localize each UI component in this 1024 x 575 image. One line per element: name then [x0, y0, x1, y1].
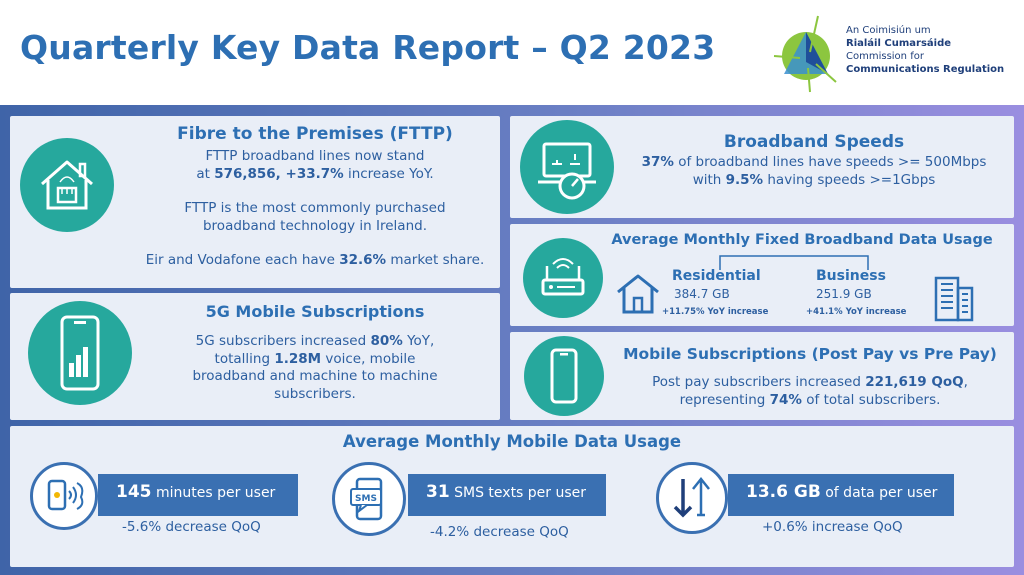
- phone-call-icon: [47, 479, 84, 511]
- postpay-share-value: 74%: [769, 391, 802, 408]
- fiveg-text: 5G subscribers increased 80% YoY, totall…: [140, 333, 490, 403]
- fiveg-line-2-suffix: voice, mobile: [321, 350, 416, 367]
- fttp-line-3: FTTP is the most commonly purchased: [184, 200, 446, 216]
- mobile-subs-line-2-suffix: of total subscribers.: [801, 391, 941, 408]
- minutes-change: -5.6% decrease QoQ: [122, 519, 261, 535]
- mobile-subs-text: Post pay subscribers increased 221,619 Q…: [606, 374, 1014, 409]
- data-value: 13.6 GB: [746, 482, 821, 502]
- fttp-share-value: 32.6%: [339, 252, 387, 268]
- fiveg-line-1-prefix: 5G subscribers increased: [195, 333, 371, 349]
- speeds-500-value: 37%: [641, 154, 674, 170]
- minutes-unit: minutes per user: [151, 485, 276, 501]
- residential-label: Residential: [672, 268, 761, 284]
- mobile-subs-icon-circle: [524, 336, 604, 416]
- usage-icon-circle: [523, 238, 603, 318]
- sms-icon-circle: SMS: [332, 462, 406, 536]
- sms-value: 31: [426, 482, 450, 502]
- logo-line-2: Rialáil Cumarsáide: [846, 38, 952, 49]
- mobile-subs-panel: Mobile Subscriptions (Post Pay vs Pre Pa…: [510, 332, 1014, 420]
- mobile-subs-line-1-prefix: Post pay subscribers increased: [652, 374, 866, 390]
- router-icon: [541, 258, 585, 296]
- speeds-title: Broadband Speeds: [723, 132, 905, 152]
- mobile-subs-line-1-suffix: ,: [963, 374, 968, 390]
- mobile-subs-title: Mobile Subscriptions (Post Pay vs Pre Pa…: [623, 345, 997, 363]
- fiveg-growth-value: 80%: [370, 333, 403, 349]
- fttp-line-5-suffix: market share.: [386, 252, 485, 268]
- usage-connector: [719, 255, 869, 270]
- speeds-gbps-value: 9.5%: [725, 171, 764, 188]
- sms-icon-label: SMS: [355, 494, 377, 504]
- speeds-panel: Broadband Speeds 37% of broadband lines …: [510, 116, 1014, 218]
- speeds-line-2-suffix: having speeds >=1Gbps: [763, 171, 936, 188]
- mobile-subs-line-2-prefix: representing: [679, 391, 770, 408]
- mobile-subs-line-2: representing 74% of total subscribers.: [606, 392, 1014, 410]
- fiveg-icon-circle: [28, 301, 132, 405]
- comreg-logo-mark-icon: [773, 15, 837, 93]
- smartphone-signal-icon: [60, 315, 100, 391]
- speeds-line-2: with 9.5% having speeds >=1Gbps: [614, 172, 1014, 190]
- fiveg-line-2-prefix: totalling: [214, 350, 275, 367]
- speeds-line-2-prefix: with: [692, 171, 726, 188]
- speeds-line-1-suffix: of broadband lines have speeds >= 500Mbp…: [673, 154, 987, 170]
- fttp-panel: Fibre to the Premises (FTTP) FTTP broadb…: [10, 116, 500, 288]
- fttp-line-2-prefix: at: [196, 165, 215, 182]
- mobile-subs-line-1: Post pay subscribers increased 221,619 Q…: [606, 374, 1014, 392]
- speeds-text: 37% of broadband lines have speeds >= 50…: [614, 154, 1014, 189]
- speeds-line-1: 37% of broadband lines have speeds >= 50…: [614, 154, 1014, 172]
- fiveg-line-1: 5G subscribers increased 80% YoY,: [140, 333, 490, 351]
- mobile-usage-title: Average Monthly Mobile Data Usage: [342, 432, 682, 451]
- logo-line-3: Commission for: [846, 51, 924, 62]
- business-value: 251.9 GB: [816, 287, 872, 301]
- fiveg-line-1-suffix: YoY,: [402, 333, 435, 349]
- house-router-icon: [41, 160, 93, 210]
- sms-icon: SMS: [350, 477, 383, 521]
- fttp-icon-circle: [20, 138, 114, 232]
- usage-title: Average Monthly Fixed Broadband Data Usa…: [611, 232, 993, 248]
- fttp-line-4: broadband technology in Ireland.: [202, 217, 427, 234]
- fiveg-line-2: totalling 1.28M voice, mobile: [140, 351, 490, 369]
- minutes-stat-bar: 145 minutes per user: [98, 474, 298, 516]
- data-unit: of data per user: [820, 485, 938, 501]
- minutes-value: 145: [116, 482, 152, 502]
- sms-unit: SMS texts per user: [449, 485, 587, 501]
- fttp-title: Fibre to the Premises (FTTP): [177, 124, 453, 144]
- mobile-usage-panel: Average Monthly Mobile Data Usage 145 mi…: [10, 426, 1014, 567]
- data-stat-bar: 13.6 GB of data per user: [728, 474, 954, 516]
- minutes-icon-circle: [30, 462, 98, 530]
- house-icon: [617, 274, 659, 314]
- fttp-text: FTTP broadband lines now stand at 576,85…: [130, 148, 500, 270]
- speeds-icon-circle: [520, 120, 614, 214]
- residential-value: 384.7 GB: [674, 287, 730, 301]
- usage-panel: Average Monthly Fixed Broadband Data Usa…: [510, 224, 1014, 326]
- office-building-icon: [934, 276, 974, 322]
- business-change: +41.1% YoY increase: [806, 307, 907, 317]
- smartphone-icon: [550, 348, 578, 404]
- fttp-line-2: at 576,856, +33.7% increase YoY.: [130, 166, 500, 184]
- sms-stat-bar: 31 SMS texts per user: [408, 474, 606, 516]
- postpay-increase-value: 221,619 QoQ: [865, 374, 964, 390]
- page-title: Quarterly Key Data Report – Q2 2023: [20, 28, 716, 67]
- sms-change: -4.2% decrease QoQ: [430, 524, 569, 540]
- fiveg-total-value: 1.28M: [274, 350, 322, 367]
- fttp-line-5: Eir and Vodafone each have 32.6% market …: [130, 252, 500, 270]
- data-icon-circle: [656, 462, 728, 534]
- fttp-line-1: FTTP broadband lines now stand: [205, 148, 425, 164]
- comreg-logo: An Coimisiún um Rialáil Cumarsáide Commi…: [770, 12, 1020, 96]
- fttp-lines-value: 576,856, +33.7%: [214, 165, 344, 182]
- residential-change: +11.75% YoY increase: [662, 307, 769, 317]
- fttp-line-2-suffix: increase YoY.: [343, 165, 434, 182]
- fiveg-line-3: broadband and machine to machine: [192, 368, 438, 384]
- business-label: Business: [816, 268, 886, 284]
- fiveg-title: 5G Mobile Subscriptions: [205, 302, 425, 321]
- fiveg-panel: 5G Mobile Subscriptions 5G subscribers i…: [10, 293, 500, 420]
- data-change: +0.6% increase QoQ: [762, 519, 903, 535]
- data-transfer-icon: [673, 476, 710, 518]
- logo-line-4: Communications Regulation: [846, 64, 1005, 75]
- fttp-line-5-prefix: Eir and Vodafone each have: [145, 252, 340, 268]
- logo-text: An Coimisiún um Rialáil Cumarsáide Commi…: [846, 24, 1004, 76]
- logo-line-1: An Coimisiún um: [846, 25, 931, 36]
- fiveg-line-4: subscribers.: [274, 385, 356, 402]
- laptop-speed-icon: [538, 142, 596, 200]
- header: Quarterly Key Data Report – Q2 2023 An C…: [0, 0, 1024, 105]
